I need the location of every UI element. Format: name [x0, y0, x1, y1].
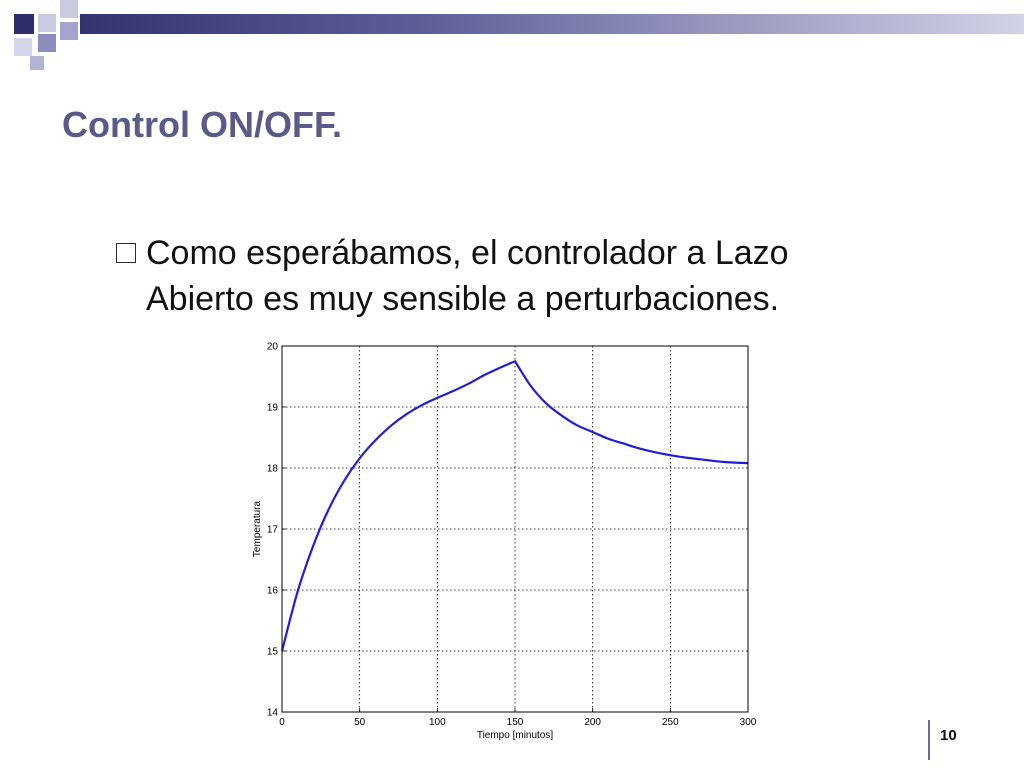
header-square-dark	[14, 14, 34, 34]
bullet-text: Como esperábamos, el controlador a Lazo …	[146, 230, 946, 322]
x-tick-label: 200	[584, 717, 601, 728]
bullet-line-1: Como esperábamos, el controlador a Lazo	[146, 234, 789, 272]
header-square-light	[14, 38, 32, 56]
bullet-square-icon	[116, 243, 136, 263]
x-tick-label: 0	[279, 717, 285, 728]
y-axis-label: Temperatura	[252, 500, 263, 557]
y-tick-label: 17	[267, 525, 279, 536]
header-bar	[80, 14, 1024, 34]
bullet-line-2: Abierto es muy sensible a perturbaciones…	[146, 280, 780, 318]
slide-title: Control ON/OFF.	[62, 104, 342, 145]
plot-frame	[281, 345, 749, 713]
x-axis-label: Tiempo [minutos]	[477, 730, 554, 741]
page-number: 10	[940, 727, 957, 744]
y-tick-label: 15	[267, 647, 279, 658]
y-tick-label: 16	[267, 586, 279, 597]
x-tick-label: 300	[740, 717, 757, 728]
grid-lines	[282, 346, 748, 712]
x-tick-label: 250	[662, 717, 679, 728]
x-tick-label: 100	[429, 717, 446, 728]
y-tick-label: 20	[267, 342, 279, 353]
header-square-light	[38, 14, 56, 32]
header-square-light	[60, 0, 78, 18]
y-tick-label: 18	[267, 464, 279, 475]
header-square-mid	[30, 56, 44, 70]
x-tick-label: 50	[354, 717, 366, 728]
header-square-mid	[60, 22, 78, 40]
series-line	[280, 359, 749, 652]
x-tick-label: 150	[507, 717, 524, 728]
header-square-mid	[38, 34, 56, 52]
y-tick-label: 19	[267, 403, 279, 414]
y-tick-label: 14	[267, 708, 279, 719]
axis-ticks: 0 50 100 150 200 250 300 14 15 16 17 18 19 20	[267, 342, 757, 729]
page-number-divider	[928, 720, 930, 760]
